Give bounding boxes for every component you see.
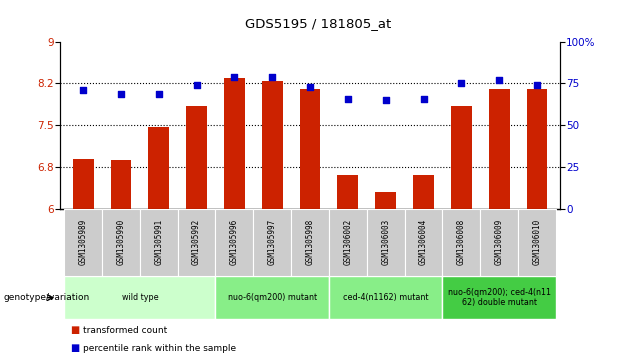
Point — [305, 84, 315, 90]
Text: GDS5195 / 181805_at: GDS5195 / 181805_at — [245, 17, 391, 30]
Text: GSM1306002: GSM1306002 — [343, 219, 352, 265]
Text: transformed count: transformed count — [83, 326, 167, 335]
Bar — [488, 89, 509, 209]
Bar — [443, 276, 556, 319]
Point — [494, 77, 504, 83]
Text: GSM1305989: GSM1305989 — [79, 219, 88, 265]
Point — [343, 95, 353, 101]
Point — [380, 97, 391, 103]
Bar — [253, 209, 291, 276]
Text: percentile rank within the sample: percentile rank within the sample — [83, 344, 236, 353]
Point — [532, 82, 542, 88]
Bar — [367, 209, 404, 276]
Bar — [177, 209, 216, 276]
Bar — [140, 209, 177, 276]
Text: GSM1306004: GSM1306004 — [419, 219, 428, 265]
Bar — [443, 209, 480, 276]
Bar — [404, 209, 443, 276]
Bar — [329, 276, 443, 319]
Text: wild type: wild type — [121, 293, 158, 302]
Text: nuo-6(qm200) mutant: nuo-6(qm200) mutant — [228, 293, 317, 302]
Bar — [73, 159, 93, 209]
Point — [456, 81, 466, 86]
Bar — [291, 209, 329, 276]
Text: nuo-6(qm200); ced-4(n11
62) double mutant: nuo-6(qm200); ced-4(n11 62) double mutan… — [448, 288, 551, 307]
Text: GSM1306003: GSM1306003 — [381, 219, 391, 265]
Bar — [300, 89, 321, 209]
Point — [418, 95, 429, 101]
Point — [230, 74, 240, 80]
Bar — [338, 175, 358, 209]
Text: ■: ■ — [70, 325, 80, 335]
Point — [116, 91, 126, 97]
Text: ■: ■ — [70, 343, 80, 354]
Bar — [64, 276, 216, 319]
Bar — [102, 209, 140, 276]
Bar — [224, 78, 245, 209]
Bar — [111, 160, 132, 209]
Bar — [527, 89, 548, 209]
Text: GSM1305991: GSM1305991 — [155, 219, 163, 265]
Text: GSM1305990: GSM1305990 — [116, 219, 125, 265]
Text: GSM1306009: GSM1306009 — [495, 219, 504, 265]
Text: GSM1305998: GSM1305998 — [305, 219, 315, 265]
Bar — [480, 209, 518, 276]
Bar — [216, 209, 253, 276]
Bar — [186, 106, 207, 209]
Text: ced-4(n1162) mutant: ced-4(n1162) mutant — [343, 293, 429, 302]
Text: GSM1306010: GSM1306010 — [532, 219, 541, 265]
Text: GSM1305992: GSM1305992 — [192, 219, 201, 265]
Text: GSM1306008: GSM1306008 — [457, 219, 466, 265]
Point — [267, 74, 277, 80]
Text: GSM1305997: GSM1305997 — [268, 219, 277, 265]
Bar — [64, 209, 102, 276]
Bar — [413, 175, 434, 209]
Bar — [262, 81, 282, 209]
Bar — [451, 106, 472, 209]
Bar — [329, 209, 367, 276]
Bar — [216, 276, 329, 319]
Text: GSM1305996: GSM1305996 — [230, 219, 239, 265]
Bar — [375, 192, 396, 209]
Bar — [148, 127, 169, 209]
Point — [154, 91, 164, 97]
Point — [191, 82, 202, 88]
Text: genotype/variation: genotype/variation — [3, 293, 90, 302]
Point — [78, 87, 88, 93]
Bar — [518, 209, 556, 276]
